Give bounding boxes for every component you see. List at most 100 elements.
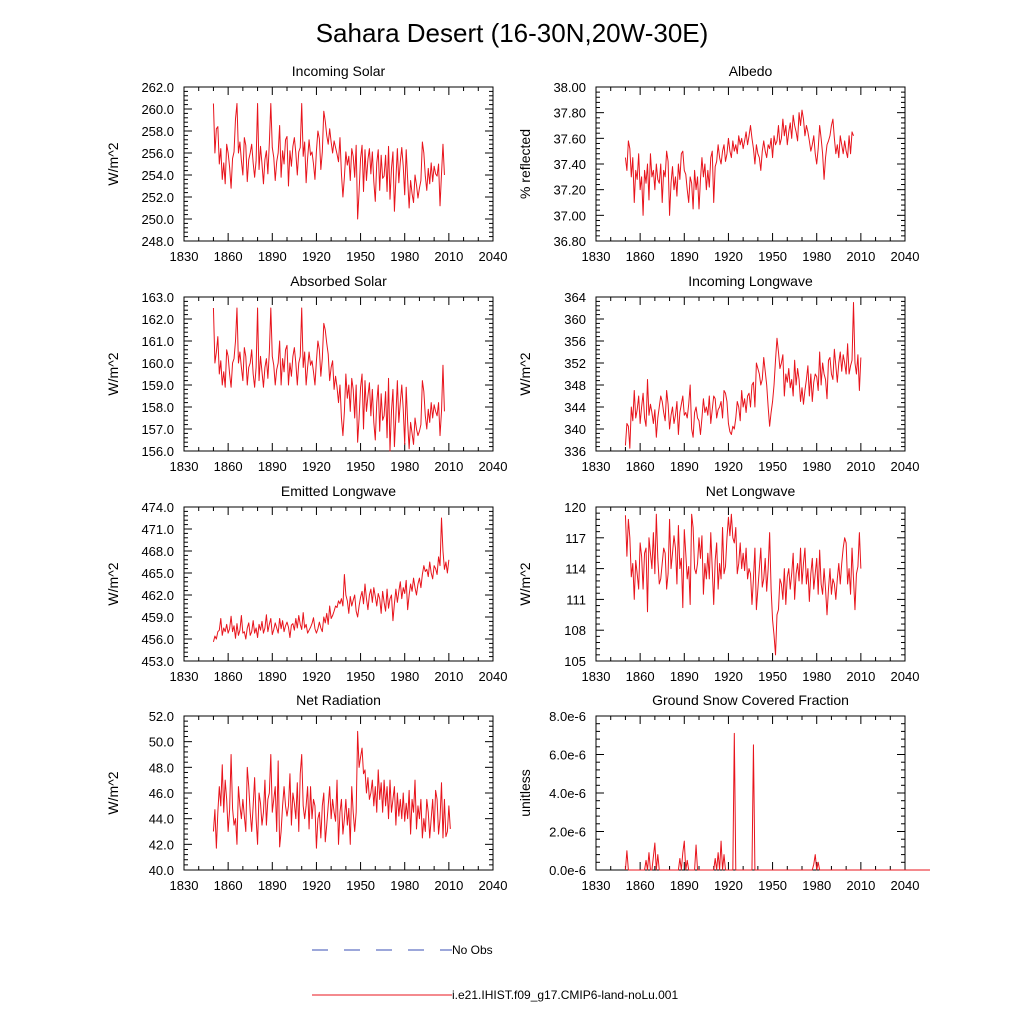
y-tick-label: 258.0	[141, 124, 174, 139]
x-tick-label: 1860	[214, 669, 243, 684]
y-tick-label: 36.80	[553, 234, 586, 249]
x-tick-label: 1920	[714, 878, 743, 893]
x-tick-label: 1980	[390, 669, 419, 684]
panel-albedo: Albedo % reflected 1830 1860 1890 1920 1950 198…	[517, 63, 919, 264]
series-line	[212, 307, 445, 452]
x-tick-label: 1920	[714, 669, 743, 684]
x-tick-label: 1920	[302, 459, 331, 474]
series-line	[212, 103, 445, 220]
y-tick-label: 44.0	[149, 812, 174, 827]
x-tick-label: 1830	[582, 459, 611, 474]
series-line	[624, 302, 862, 449]
y-tick-label: 37.00	[553, 208, 586, 223]
y-tick-label: 360	[564, 312, 586, 327]
y-tick-label: 248.0	[141, 234, 174, 249]
x-tick-label: 2040	[891, 249, 920, 264]
y-tick-label: 471.0	[141, 522, 174, 537]
x-tick-label: 1890	[670, 249, 699, 264]
y-tick-label: 40.0	[149, 863, 174, 878]
plot-frame	[595, 86, 906, 242]
x-tick-label: 2010	[846, 878, 875, 893]
y-tick-label: 120	[564, 500, 586, 515]
x-tick-label: 1980	[390, 878, 419, 893]
y-tick-label: 252.0	[141, 190, 174, 205]
y-tick-label: 453.0	[141, 654, 174, 669]
x-tick-label: 1860	[626, 249, 655, 264]
x-tick-label: 2010	[434, 459, 463, 474]
x-tick-label: 1950	[758, 459, 787, 474]
legend: No Obs i.e21.IHIST.f09_g17.CMIP6-land-no…	[312, 943, 678, 1002]
y-tick-label: 348	[564, 378, 586, 393]
y-tick-label: 42.0	[149, 837, 174, 852]
y-axis-label: W/m^2	[517, 562, 533, 605]
y-tick-label: 156.0	[141, 444, 174, 459]
x-tick-label: 1890	[258, 459, 287, 474]
panel-title: Emitted Longwave	[281, 483, 396, 499]
y-tick-label: 0.0e-6	[549, 863, 586, 878]
y-tick-label: 262.0	[141, 80, 174, 95]
plot-frame	[183, 506, 494, 662]
x-tick-label: 1950	[758, 249, 787, 264]
y-tick-label: 163.0	[141, 290, 174, 305]
y-tick-label: 117	[565, 531, 586, 546]
x-tick-label: 1980	[802, 459, 831, 474]
x-tick-label: 1830	[170, 878, 199, 893]
y-tick-label: 356	[564, 334, 586, 349]
y-tick-label: 38.00	[553, 80, 586, 95]
x-tick-label: 2040	[891, 669, 920, 684]
x-tick-label: 1950	[346, 459, 375, 474]
panel-title: Net Radiation	[296, 692, 381, 708]
panel-net-longwave: Net Longwave W/m^2 1830 1860 1890 1920 1950 198…	[517, 483, 919, 684]
y-tick-label: 465.0	[141, 566, 174, 581]
y-tick-label: 160.0	[141, 356, 174, 371]
y-axis-label: W/m^2	[105, 142, 121, 185]
y-tick-label: 4.0e-6	[549, 786, 586, 801]
y-tick-label: 254.0	[141, 168, 174, 183]
y-tick-label: 37.40	[553, 157, 586, 172]
x-tick-label: 1950	[346, 249, 375, 264]
plot-frame	[595, 506, 906, 662]
x-tick-label: 1920	[302, 878, 331, 893]
x-tick-label: 1860	[626, 459, 655, 474]
x-tick-label: 2040	[479, 669, 508, 684]
x-tick-label: 1950	[758, 669, 787, 684]
y-tick-label: 8.0e-6	[549, 709, 586, 724]
x-tick-label: 1920	[302, 249, 331, 264]
y-tick-label: 456.0	[141, 632, 174, 647]
legend-label-no-obs: No Obs	[452, 943, 493, 957]
y-tick-label: 46.0	[149, 786, 174, 801]
x-tick-label: 2010	[846, 249, 875, 264]
legend-label-simulation: i.e21.IHIST.f09_g17.CMIP6-land-noLu.001	[452, 988, 678, 1002]
x-tick-label: 1860	[626, 878, 655, 893]
y-tick-label: 340	[564, 422, 586, 437]
y-tick-label: 159.0	[141, 378, 174, 393]
y-tick-label: 161.0	[141, 334, 174, 349]
panel-net-radiation: Net Radiation W/m^2 1830 1860 1890 1920 1950 19…	[105, 692, 507, 893]
x-tick-label: 1890	[670, 878, 699, 893]
x-tick-label: 1860	[214, 459, 243, 474]
x-tick-label: 1890	[670, 669, 699, 684]
y-tick-label: 256.0	[141, 146, 174, 161]
y-tick-label: 108	[564, 623, 586, 638]
y-tick-label: 114	[565, 562, 586, 577]
y-tick-label: 459.0	[141, 610, 174, 625]
x-tick-label: 1980	[390, 459, 419, 474]
x-tick-label: 2010	[434, 669, 463, 684]
y-axis-label: W/m^2	[105, 562, 121, 605]
y-tick-label: 157.0	[141, 422, 174, 437]
panel-emitted-longwave: Emitted Longwave W/m^2 1830 1860 1890 1920 195…	[105, 483, 507, 684]
x-tick-label: 1920	[714, 459, 743, 474]
y-tick-label: 52.0	[149, 709, 174, 724]
y-tick-label: 162.0	[141, 312, 174, 327]
x-tick-label: 2010	[846, 459, 875, 474]
panel-title: Incoming Solar	[292, 63, 386, 79]
x-tick-label: 1950	[346, 669, 375, 684]
x-tick-label: 2040	[479, 249, 508, 264]
series-line	[624, 732, 931, 871]
x-tick-label: 2010	[846, 669, 875, 684]
y-tick-label: 37.20	[553, 183, 586, 198]
x-tick-label: 2010	[434, 878, 463, 893]
x-tick-label: 1980	[390, 249, 419, 264]
series-line	[624, 109, 854, 216]
